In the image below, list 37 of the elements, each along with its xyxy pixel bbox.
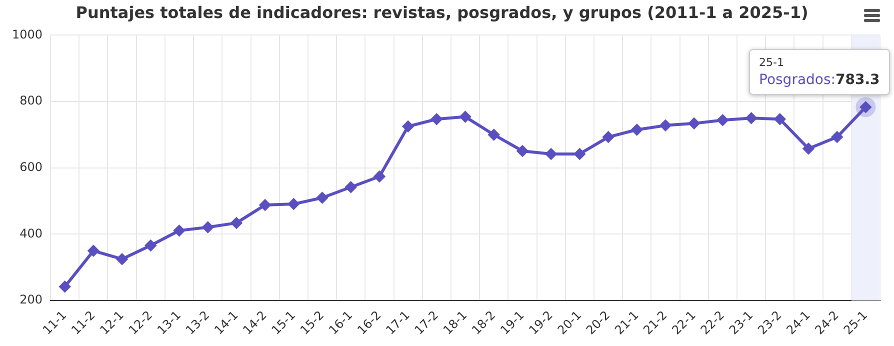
point (116, 254, 128, 265)
point (574, 148, 586, 160)
y-tick-label: 400 (20, 226, 43, 240)
chart-title: Puntajes totales de indicadores: revistas, posgrados, y grupos (2011-1 a 2025-1) (76, 2, 808, 22)
point (345, 182, 356, 193)
point (230, 217, 242, 228)
point (374, 171, 385, 182)
point (59, 281, 70, 292)
y-tick-label: 600 (20, 160, 43, 174)
data-label: 783.3 (836, 72, 880, 88)
point (316, 192, 328, 204)
point (602, 132, 614, 143)
point (288, 198, 300, 210)
point (402, 120, 414, 132)
point (746, 112, 757, 124)
point (174, 225, 185, 236)
point (431, 114, 442, 125)
annotation: 25-1 (759, 56, 785, 70)
point (688, 118, 700, 129)
point (488, 129, 500, 140)
point (460, 111, 471, 122)
point (660, 120, 671, 131)
point (832, 132, 843, 143)
point (516, 145, 528, 156)
point (260, 200, 271, 211)
point (774, 114, 786, 125)
series-label: Posgrados: (759, 72, 836, 88)
point (717, 114, 728, 126)
y-tick-label: 1000 (12, 27, 43, 42)
point (88, 245, 99, 256)
point (802, 143, 814, 154)
y-tick-label: 200 (20, 292, 43, 307)
y-tick-label: 800 (20, 94, 43, 108)
point (145, 240, 156, 251)
point (202, 222, 214, 233)
point (631, 124, 642, 136)
point (546, 148, 557, 160)
